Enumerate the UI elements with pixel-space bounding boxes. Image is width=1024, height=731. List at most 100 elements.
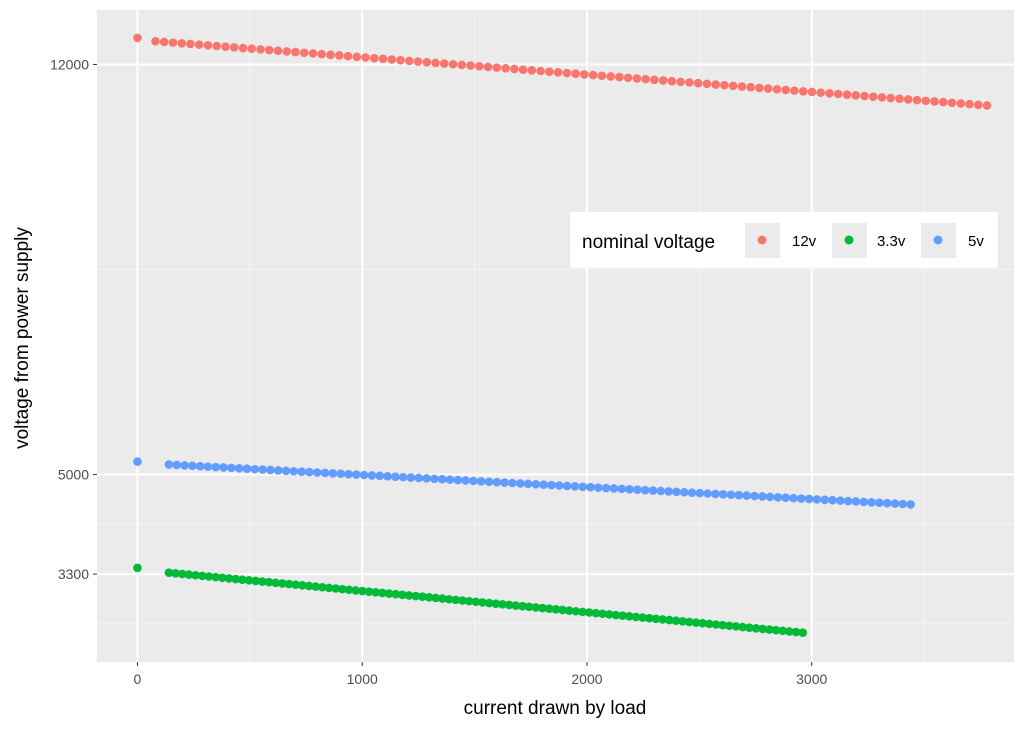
point-3.3v xyxy=(491,599,501,608)
point-12v xyxy=(720,80,729,90)
point-12v xyxy=(816,88,826,97)
point-3.3v xyxy=(638,613,647,622)
point-12v xyxy=(956,99,966,108)
point-5v xyxy=(172,460,182,470)
point-12v xyxy=(676,77,685,87)
legend-label-12v: 12v xyxy=(792,233,817,250)
x-tick-label: 0 xyxy=(134,671,142,687)
point-12v xyxy=(369,53,379,63)
point-12v xyxy=(326,50,335,60)
point-3.3v xyxy=(398,590,407,600)
point-3.3v xyxy=(705,619,714,629)
point-12v xyxy=(833,89,843,99)
point-3.3v xyxy=(604,610,614,619)
point-3.3v xyxy=(471,597,481,607)
point-5v xyxy=(578,482,588,492)
point-12v xyxy=(457,60,467,70)
point-12v xyxy=(308,49,318,58)
point-5v xyxy=(882,498,892,508)
point-3.3v xyxy=(571,606,581,616)
point-12v xyxy=(842,90,852,99)
point-5v xyxy=(820,495,830,505)
point-12v xyxy=(658,76,668,85)
point-3.3v xyxy=(411,591,421,601)
point-12v xyxy=(781,85,790,95)
point-5v xyxy=(765,492,775,502)
point-5v xyxy=(476,477,486,486)
point-12v xyxy=(151,36,160,46)
point-3.3v xyxy=(338,584,347,594)
point-5v xyxy=(773,492,783,502)
point-3.3v xyxy=(197,571,207,581)
point-5v xyxy=(297,467,306,476)
point-3.3v xyxy=(524,602,534,612)
point-3.3v xyxy=(671,616,681,626)
point-5v xyxy=(679,487,689,497)
point-3.3v xyxy=(204,572,214,581)
point-3.3v xyxy=(624,611,634,621)
point-3.3v xyxy=(418,592,427,602)
point-12v xyxy=(475,61,484,71)
point-12v xyxy=(763,84,773,93)
point-12v xyxy=(615,72,624,82)
point-12v xyxy=(536,66,545,76)
point-5v xyxy=(492,477,502,487)
point-5v xyxy=(656,486,666,496)
point-3.3v xyxy=(531,603,541,612)
legend-entry-3.3v: 3.3v xyxy=(832,223,906,258)
point-5v xyxy=(890,499,900,508)
point-3.3v xyxy=(191,570,200,580)
point-5v xyxy=(843,496,853,506)
point-12v xyxy=(431,58,440,68)
point-3.3v xyxy=(378,588,387,598)
point-12v xyxy=(693,78,703,88)
point-12v xyxy=(510,64,519,74)
point-5v xyxy=(867,498,876,507)
point-5v xyxy=(219,463,228,472)
point-3.3v xyxy=(518,601,527,611)
point-5v xyxy=(672,487,681,497)
point-5v xyxy=(469,476,478,486)
point-5v xyxy=(781,493,790,502)
point-5v xyxy=(601,483,611,493)
y-tick-label: 5000 xyxy=(58,467,89,483)
point-5v xyxy=(422,474,431,483)
point-5v xyxy=(531,479,541,489)
plot-panel xyxy=(97,10,1014,662)
point-5v xyxy=(804,494,814,504)
point-3.3v xyxy=(751,623,761,633)
point-3.3v xyxy=(324,583,334,593)
point-12v xyxy=(790,86,799,95)
point-12v xyxy=(282,47,292,56)
point-5v xyxy=(617,484,627,494)
major-gridlines xyxy=(97,10,1014,662)
point-3.3v xyxy=(651,614,661,624)
point-12v xyxy=(606,72,615,81)
point-3.3v xyxy=(331,584,341,593)
point-5v xyxy=(609,484,619,493)
point-5v xyxy=(258,465,267,474)
point-5v xyxy=(227,463,236,473)
point-5v xyxy=(906,500,915,509)
point-5v xyxy=(180,461,189,470)
point-12v xyxy=(755,83,764,93)
point-12v xyxy=(194,40,204,49)
y-axis-title: voltage from power supply xyxy=(12,227,33,449)
point-5v xyxy=(508,478,517,488)
point-3.3v xyxy=(564,606,574,615)
point-5v xyxy=(757,492,767,501)
point-12v xyxy=(317,49,327,59)
point-12v xyxy=(466,61,475,70)
legend-key-3.3v xyxy=(844,235,854,245)
point-3.3v xyxy=(278,579,287,588)
point-12v xyxy=(912,95,922,105)
point-5v xyxy=(797,494,806,503)
point-3.3v xyxy=(731,622,741,631)
point-3.3v xyxy=(164,568,174,578)
point-3.3v xyxy=(424,593,434,602)
point-3.3v xyxy=(311,582,320,591)
point-3.3v xyxy=(745,623,754,632)
point-3.3v xyxy=(438,594,447,603)
point-3.3v xyxy=(765,625,774,634)
point-12v xyxy=(299,48,309,58)
